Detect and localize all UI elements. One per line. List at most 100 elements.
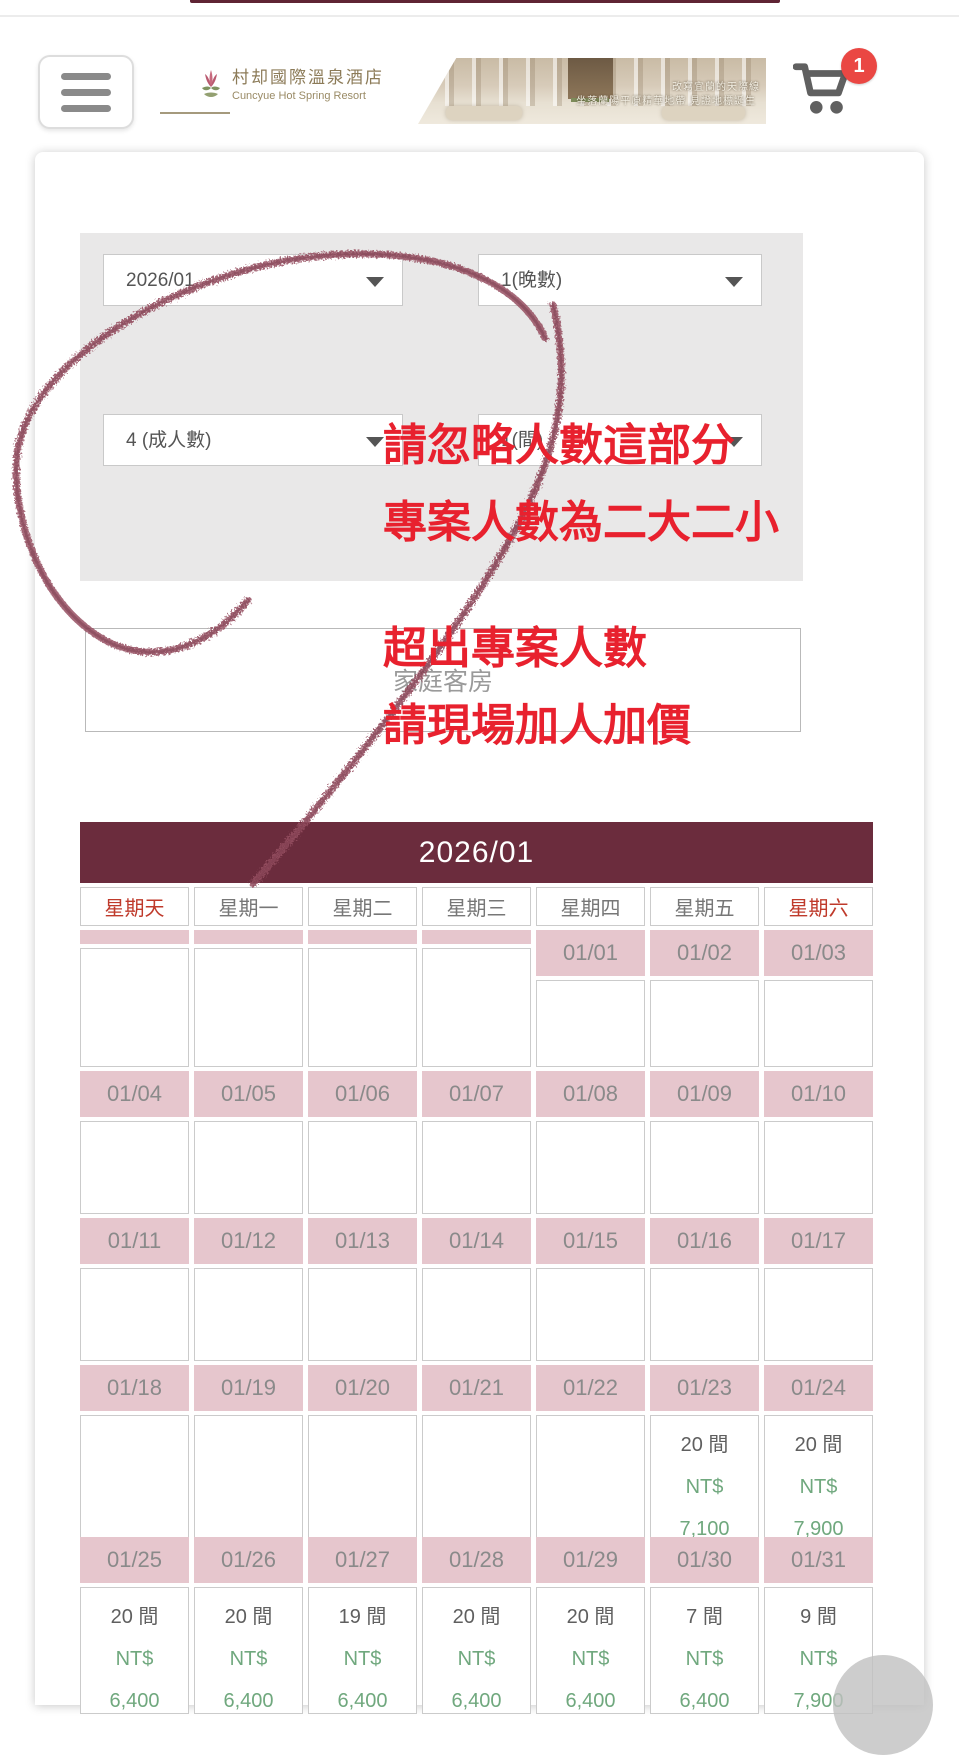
back-to-top-button[interactable] bbox=[833, 1655, 933, 1755]
date-band: 01/21 bbox=[422, 1365, 531, 1411]
date-band: 01/15 bbox=[536, 1218, 645, 1264]
date-band: 01/25 bbox=[80, 1537, 189, 1583]
day-content bbox=[80, 1415, 189, 1542]
weekday-label-0: 星期天 bbox=[80, 887, 189, 926]
day-content[interactable]: 20 間 NT$ 6,400 bbox=[194, 1587, 303, 1714]
hamburger-icon bbox=[61, 72, 111, 80]
price-currency: NT$ bbox=[229, 1648, 268, 1670]
date-band: 01/16 bbox=[650, 1218, 759, 1264]
date-band: 01/01 bbox=[536, 930, 645, 976]
cart-count-badge: 1 bbox=[841, 48, 877, 84]
calendar-cell-01-26: 01/26 20 間 NT$ 6,400 bbox=[194, 1537, 303, 1714]
calendar-cell-01-16: 01/16 bbox=[650, 1218, 759, 1361]
date-band: 01/29 bbox=[536, 1537, 645, 1583]
room-count: 20 間 bbox=[110, 1606, 159, 1628]
hotel-name-zh: 村却國際溫泉酒店 bbox=[232, 68, 384, 87]
banner-greenery bbox=[571, 97, 610, 103]
price-currency: NT$ bbox=[457, 1648, 496, 1670]
calendar-cell-01-02: 01/02 bbox=[650, 930, 759, 1067]
date-band: 01/31 bbox=[764, 1537, 873, 1583]
date-band: 01/22 bbox=[536, 1365, 645, 1411]
day-content bbox=[80, 1121, 189, 1214]
price-value: 6,400 bbox=[451, 1690, 502, 1712]
price-value: 6,400 bbox=[679, 1690, 730, 1712]
calendar-cell-01-27: 01/27 19 間 NT$ 6,400 bbox=[308, 1537, 417, 1714]
day-content[interactable]: 20 間 NT$ 7,900 bbox=[764, 1415, 873, 1542]
cart-button[interactable]: 1 bbox=[793, 48, 877, 122]
day-content[interactable]: 20 間 NT$ 6,400 bbox=[422, 1587, 531, 1714]
calendar-cell-01-23: 01/23 20 間 NT$ 7,100 bbox=[650, 1365, 759, 1542]
calendar-cell-01-12: 01/12 bbox=[194, 1218, 303, 1361]
caret-down-icon bbox=[725, 437, 743, 447]
annotation-line-1: 請忽略人數這部分 bbox=[383, 421, 735, 470]
day-content bbox=[650, 980, 759, 1067]
adults-select[interactable]: 4 (成人數) bbox=[103, 414, 403, 466]
calendar-row-4: 01/25 20 間 NT$ 6,400 01/26 20 間 NT$ 6,400 01/27 1… bbox=[80, 1537, 873, 1714]
calendar-cell-01-08: 01/08 bbox=[536, 1071, 645, 1214]
date-band: 01/04 bbox=[80, 1071, 189, 1117]
calendar-cell bbox=[308, 930, 417, 1067]
date-band: 01/11 bbox=[80, 1218, 189, 1264]
calendar-row-1: 01/04 01/05 01/06 01/07 01/08 01/09 01/10 bbox=[80, 1071, 873, 1214]
price-currency: NT$ bbox=[685, 1476, 724, 1498]
calendar-cell-01-30: 01/30 7 間 NT$ 6,400 bbox=[650, 1537, 759, 1714]
day-content bbox=[422, 1268, 531, 1361]
price-currency: NT$ bbox=[115, 1648, 154, 1670]
calendar-cell-01-29: 01/29 20 間 NT$ 6,400 bbox=[536, 1537, 645, 1714]
calendar-row-2: 01/11 01/12 01/13 01/14 01/15 01/16 01/17 bbox=[80, 1218, 873, 1361]
calendar-cell-01-11: 01/11 bbox=[80, 1218, 189, 1361]
month-select[interactable]: 2026/01 bbox=[103, 254, 403, 306]
day-content bbox=[422, 1121, 531, 1214]
weekday-label-6: 星期六 bbox=[764, 887, 873, 926]
shopping-cart-icon bbox=[793, 63, 849, 114]
day-content bbox=[308, 1121, 417, 1214]
flower-logo-icon bbox=[202, 70, 220, 98]
hotel-banner-image: 改寫宜蘭的天際線 坐落蘭陽平原精華地帶 見證地標誕生 bbox=[418, 58, 766, 124]
date-band bbox=[422, 930, 531, 944]
calendar-cell-01-31: 01/31 9 間 NT$ 7,900 bbox=[764, 1537, 873, 1714]
day-content[interactable]: 7 間 NT$ 6,400 bbox=[650, 1587, 759, 1714]
day-content bbox=[422, 1415, 531, 1542]
date-band: 01/18 bbox=[80, 1365, 189, 1411]
calendar-cell-01-06: 01/06 bbox=[308, 1071, 417, 1214]
day-content[interactable]: 20 間 NT$ 7,100 bbox=[650, 1415, 759, 1542]
price-value: 6,400 bbox=[337, 1690, 388, 1712]
calendar-month-title: 2026/01 bbox=[80, 822, 873, 883]
date-band: 01/08 bbox=[536, 1071, 645, 1117]
month-select-value: 2026/01 bbox=[126, 270, 195, 291]
date-band: 01/17 bbox=[764, 1218, 873, 1264]
caret-down-icon bbox=[725, 277, 743, 287]
nights-select[interactable]: 1(晚數) bbox=[478, 254, 762, 306]
day-content bbox=[80, 948, 189, 1067]
day-content bbox=[194, 1121, 303, 1214]
day-content bbox=[536, 980, 645, 1067]
day-content[interactable]: 19 間 NT$ 6,400 bbox=[308, 1587, 417, 1714]
availability-calendar: 2026/01 星期天 星期一 星期二 星期三 星期四 星期五 星期六 01/01 01/02… bbox=[80, 822, 873, 1714]
calendar-cell-01-18: 01/18 bbox=[80, 1365, 189, 1542]
calendar-cell-01-19: 01/19 bbox=[194, 1365, 303, 1542]
weekday-label-3: 星期三 bbox=[422, 887, 531, 926]
price-value: 6,400 bbox=[109, 1690, 160, 1712]
nights-select-value: 1(晚數) bbox=[501, 270, 563, 291]
day-content[interactable]: 20 間 NT$ 6,400 bbox=[80, 1587, 189, 1714]
hotel-logo[interactable]: 村却國際溫泉酒店 Cuncyue Hot Spring Resort bbox=[160, 68, 384, 114]
day-content[interactable]: 20 間 NT$ 6,400 bbox=[536, 1587, 645, 1714]
price-currency: NT$ bbox=[685, 1648, 724, 1670]
hotel-name-en: Cuncyue Hot Spring Resort bbox=[232, 89, 366, 102]
date-band: 01/03 bbox=[764, 930, 873, 976]
annotation-line-3: 超出專案人數 bbox=[383, 624, 647, 673]
date-band: 01/28 bbox=[422, 1537, 531, 1583]
day-content bbox=[536, 1121, 645, 1214]
day-content bbox=[536, 1415, 645, 1542]
date-band bbox=[308, 930, 417, 944]
calendar-cell-01-17: 01/17 bbox=[764, 1218, 873, 1361]
day-content bbox=[650, 1121, 759, 1214]
date-band: 01/27 bbox=[308, 1537, 417, 1583]
day-content bbox=[650, 1268, 759, 1361]
date-band: 01/10 bbox=[764, 1071, 873, 1117]
menu-button[interactable] bbox=[38, 55, 134, 129]
room-count: 20 間 bbox=[566, 1606, 615, 1628]
caret-down-icon bbox=[366, 437, 384, 447]
day-content bbox=[308, 948, 417, 1067]
room-count: 20 間 bbox=[680, 1434, 729, 1456]
